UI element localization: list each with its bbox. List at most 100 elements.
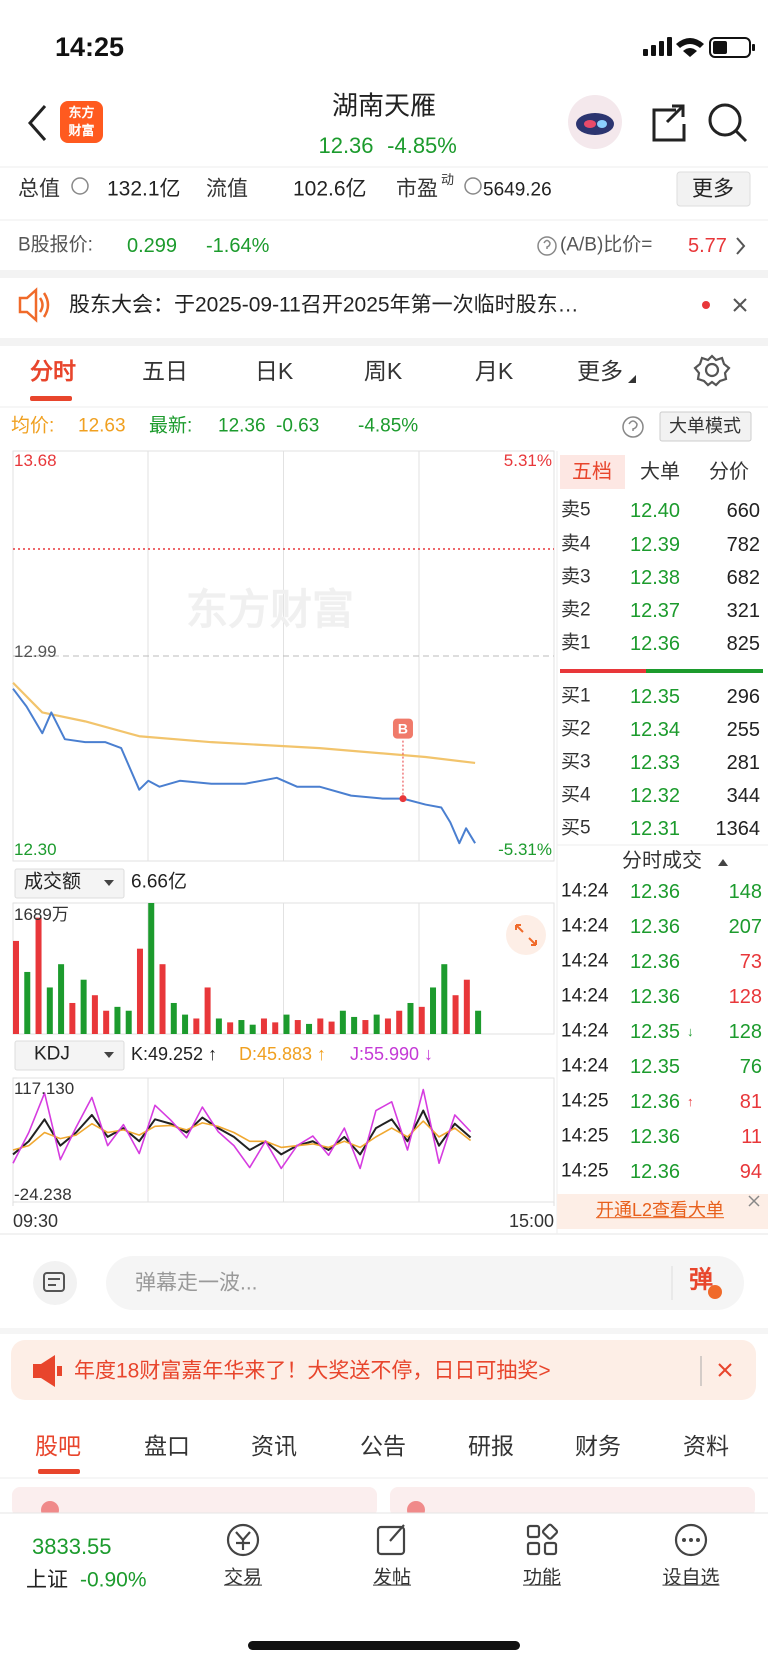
expand-button[interactable]: [506, 915, 546, 955]
book-level: 卖4: [561, 533, 591, 555]
share-button[interactable]: [652, 104, 686, 142]
nav-item[interactable]: 设自选: [662, 1567, 720, 1589]
nav-item[interactable]: 交易: [223, 1567, 263, 1589]
content-tab[interactable]: 研报: [468, 1433, 514, 1460]
comment-placeholder[interactable]: 弹幕走一波...: [135, 1271, 258, 1295]
plot-frames: [12, 450, 555, 1203]
trade-price: 12.36: [630, 916, 681, 938]
nav-item[interactable]: 功能: [522, 1567, 562, 1589]
label: (A/B)比价=: [560, 234, 653, 256]
nav-item[interactable]: 发帖: [372, 1567, 412, 1589]
banner-text[interactable]: 年度18财富嘉年华来了！大奖送不停，日日可抽奖>: [74, 1359, 551, 1383]
book-price: 12.34: [630, 719, 681, 741]
chart-tab[interactable]: 分时: [30, 358, 76, 385]
mode-button[interactable]: 大单模式: [669, 416, 741, 437]
indicator-select[interactable]: [14, 1040, 125, 1071]
volume-bar: [441, 964, 448, 1034]
x-tick-label: 15:00: [508, 1211, 554, 1232]
volume-bar: [91, 995, 98, 1034]
notice[interactable]: 股东大会：于2025-09-11召开2025年第一次临时股东…: [69, 293, 579, 317]
volume-bar: [170, 1002, 177, 1034]
more-button[interactable]: [676, 171, 751, 207]
chart-tab[interactable]: 日K: [254, 358, 294, 385]
stat-value: 5649.26: [483, 179, 552, 201]
y-tick-label: 12.30: [14, 839, 57, 859]
chart-tab[interactable]: 月K: [474, 358, 514, 385]
chart-tab[interactable]: 五日: [142, 358, 188, 385]
book-level: 买5: [561, 817, 591, 839]
trade-volume: 11: [741, 1126, 762, 1148]
y-tick-label: 13.68: [14, 450, 57, 470]
index-name: 上证: [26, 1568, 68, 1592]
avg-price: 12.63: [78, 415, 126, 437]
indicator-name[interactable]: 成交额: [24, 871, 82, 893]
chart-tab[interactable]: 周K: [363, 358, 403, 385]
settings-button[interactable]: [693, 354, 731, 387]
content-tab[interactable]: 财务: [575, 1433, 621, 1460]
book-price: 12.33: [630, 752, 681, 774]
content-tab[interactable]: 资讯: [251, 1433, 297, 1460]
stock-change: -4.85%: [387, 132, 457, 158]
content-tab[interactable]: 盘口: [144, 1433, 190, 1460]
promo-bar[interactable]: [557, 1194, 768, 1229]
book-volume: 1364: [715, 818, 761, 840]
latest-price: 12.36: [218, 415, 266, 437]
trade-price: 12.35: [630, 1021, 681, 1043]
volume-bar: [430, 987, 437, 1034]
trade-price: 12.36: [630, 986, 681, 1008]
chart-tab[interactable]: 更多: [577, 358, 623, 385]
app-logo: [60, 101, 103, 143]
label: 流值: [206, 177, 248, 201]
tab-highlight: [560, 455, 625, 489]
trade-time: 14:25: [561, 1125, 609, 1147]
content-tab[interactable]: 资料: [683, 1433, 729, 1460]
book-level: 买1: [561, 685, 591, 707]
book-tab[interactable]: 大单: [640, 461, 680, 483]
trade-price: 12.35: [630, 1056, 681, 1078]
avg-line: [12, 681, 476, 765]
price-line: [12, 688, 476, 845]
close-notice[interactable]: [733, 298, 747, 312]
kdj-line: [12, 1109, 472, 1156]
danmaku-button[interactable]: 弹: [689, 1266, 713, 1294]
indicator-select[interactable]: [14, 868, 125, 899]
content-tab[interactable]: 公告: [360, 1433, 406, 1460]
volume-bar: [227, 1022, 234, 1034]
volume-bar: [238, 1020, 245, 1034]
book-tab[interactable]: 分价: [709, 461, 749, 483]
trade-volume: 94: [739, 1161, 762, 1183]
volume-bar: [69, 1002, 76, 1034]
volume-bar: [249, 1024, 256, 1034]
banner[interactable]: [11, 1340, 756, 1400]
book-price: 12.31: [630, 818, 681, 840]
indicator-name[interactable]: KDJ: [34, 1043, 70, 1065]
book-volume: 682: [726, 567, 760, 589]
marker-point: [399, 795, 407, 803]
volume-bar: [24, 971, 31, 1034]
back-button[interactable]: [27, 105, 47, 141]
y2-tick-label: 5.31%: [503, 450, 552, 470]
trade-price: 12.36: [630, 1161, 681, 1183]
mode-button[interactable]: [659, 411, 752, 442]
search-button[interactable]: [708, 103, 748, 143]
y-tick-label: 1689万: [14, 904, 69, 924]
more-button[interactable]: 更多: [692, 177, 734, 201]
volume-bar: [407, 1002, 414, 1034]
volume-bar: [80, 979, 87, 1034]
trade-time: 14:24: [561, 880, 609, 902]
volume-bar: [159, 964, 166, 1034]
status-icons: [643, 37, 755, 58]
promo-link[interactable]: 开通L2查看大单: [595, 1200, 725, 1221]
comment-input[interactable]: [106, 1256, 744, 1310]
book-tab[interactable]: 五档: [572, 461, 612, 483]
close-banner[interactable]: [718, 1363, 732, 1377]
book-volume: 825: [726, 633, 760, 655]
trade-volume: 128: [728, 986, 762, 1008]
clock: 14:25: [55, 31, 125, 62]
volume-bar: [475, 1010, 482, 1034]
volume-bar: [103, 1010, 110, 1034]
content-tab[interactable]: 股吧: [35, 1433, 81, 1460]
stat-value: 132.1亿: [107, 177, 181, 201]
book-volume: 344: [726, 785, 760, 807]
